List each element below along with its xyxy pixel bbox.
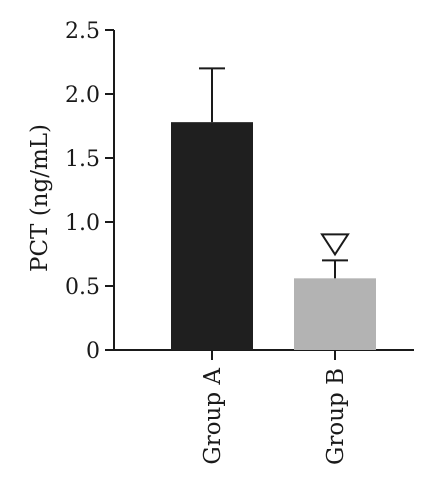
bar [294, 278, 376, 350]
x-axis: Group A Group B [114, 349, 414, 465]
y-tick-label: 0 [86, 339, 100, 364]
y-tick-label: 2.0 [65, 83, 100, 108]
x-tick-label: Group B [323, 368, 349, 465]
y-tick-label: 2.5 [65, 19, 100, 44]
y-tick-label: 0.5 [65, 275, 100, 300]
significance-triangle-icon [320, 233, 350, 257]
y-axis: 0 0.5 1.0 1.5 2.0 2.5 [65, 19, 115, 364]
x-tick-label: Group A [200, 368, 226, 465]
y-tick-label: 1.0 [65, 211, 100, 236]
y-axis-title: PCT (ng/mL) [27, 124, 53, 272]
bars [171, 67, 376, 350]
y-tick-label: 1.5 [65, 147, 100, 172]
bar [171, 122, 253, 350]
